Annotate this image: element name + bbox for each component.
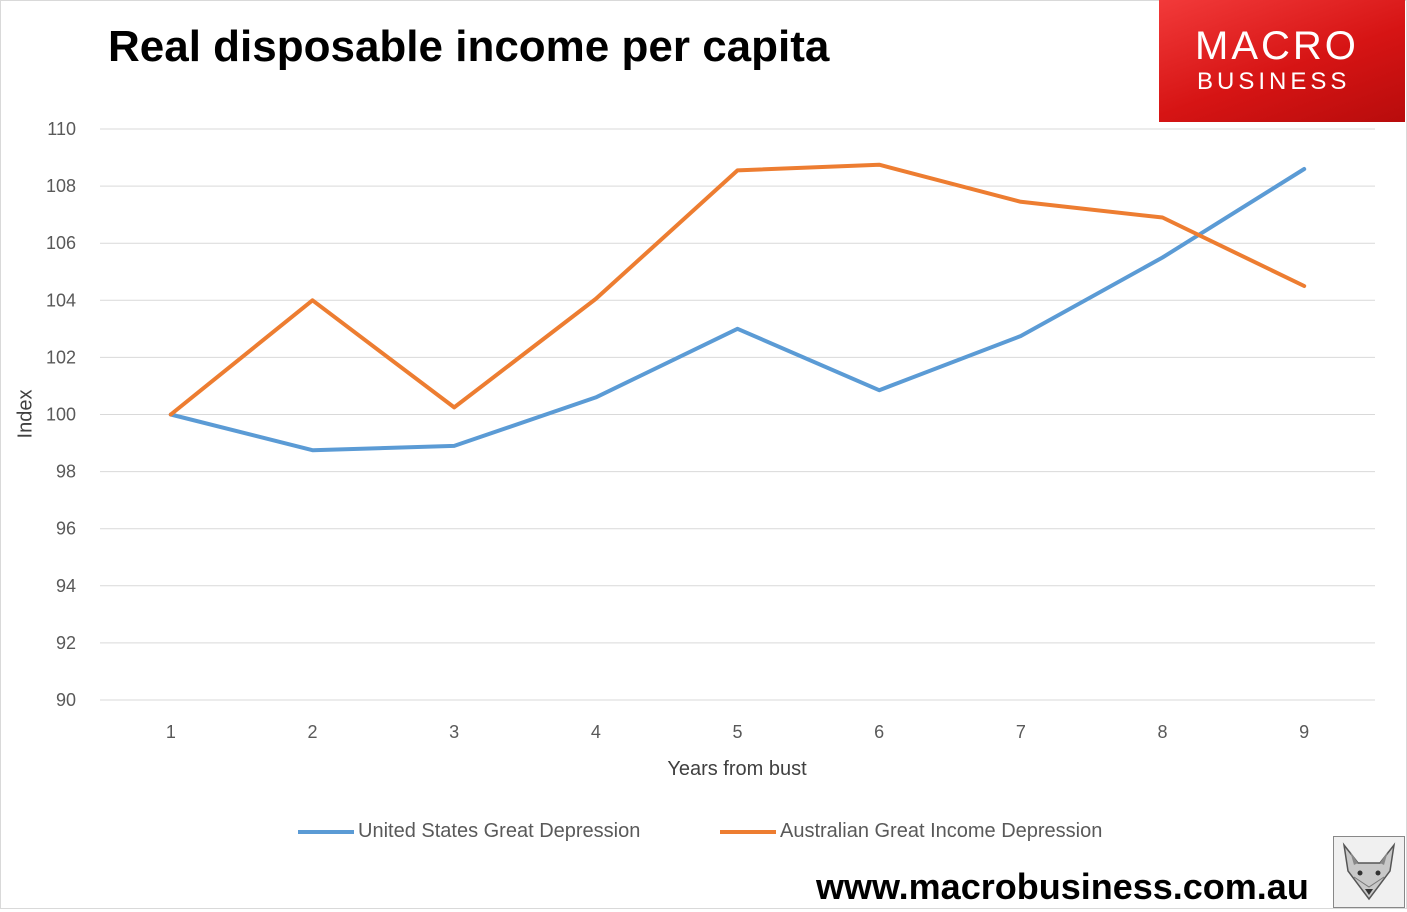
y-tick-label: 100 <box>46 405 76 425</box>
series-line-us <box>171 169 1304 450</box>
x-tick-label: 2 <box>307 722 317 742</box>
legend-swatch-us <box>298 830 354 834</box>
y-tick-label: 90 <box>56 690 76 710</box>
gridlines <box>100 129 1375 700</box>
y-tick-label: 102 <box>46 347 76 367</box>
legend-item-australia: Australian Great Income Depression <box>720 820 1102 843</box>
y-tick-label: 110 <box>47 119 76 139</box>
y-tick-label: 104 <box>46 290 76 310</box>
y-tick-label: 94 <box>56 576 76 596</box>
x-tick-label: 5 <box>732 722 742 742</box>
fox-logo-icon <box>1333 836 1405 908</box>
x-tick-labels: 1 2 3 4 5 6 7 8 9 <box>166 722 1309 742</box>
y-tick-label: 98 <box>56 462 76 482</box>
x-tick-label: 8 <box>1157 722 1167 742</box>
x-axis-label: Years from bust <box>667 758 806 781</box>
x-tick-label: 9 <box>1299 722 1309 742</box>
legend-label-australia: Australian Great Income Depression <box>780 820 1102 843</box>
x-tick-label: 1 <box>166 722 176 742</box>
y-tick-labels: 90 92 94 96 98 100 102 104 106 108 110 <box>46 119 76 710</box>
series-lines <box>171 165 1305 451</box>
series-line-australia <box>171 165 1304 415</box>
website-url: www.macrobusiness.com.au <box>816 866 1309 908</box>
y-tick-label: 92 <box>56 633 76 653</box>
y-tick-label: 108 <box>46 176 76 196</box>
x-tick-label: 7 <box>1016 722 1026 742</box>
y-tick-label: 96 <box>56 519 76 539</box>
legend: United States Great Depression Australia… <box>0 820 1407 844</box>
legend-item-us: United States Great Depression <box>298 820 640 843</box>
legend-label-us: United States Great Depression <box>358 820 640 843</box>
y-tick-label: 106 <box>46 233 76 253</box>
x-tick-label: 4 <box>591 722 601 742</box>
x-tick-label: 6 <box>874 722 884 742</box>
x-tick-label: 3 <box>449 722 459 742</box>
legend-swatch-australia <box>720 830 776 834</box>
